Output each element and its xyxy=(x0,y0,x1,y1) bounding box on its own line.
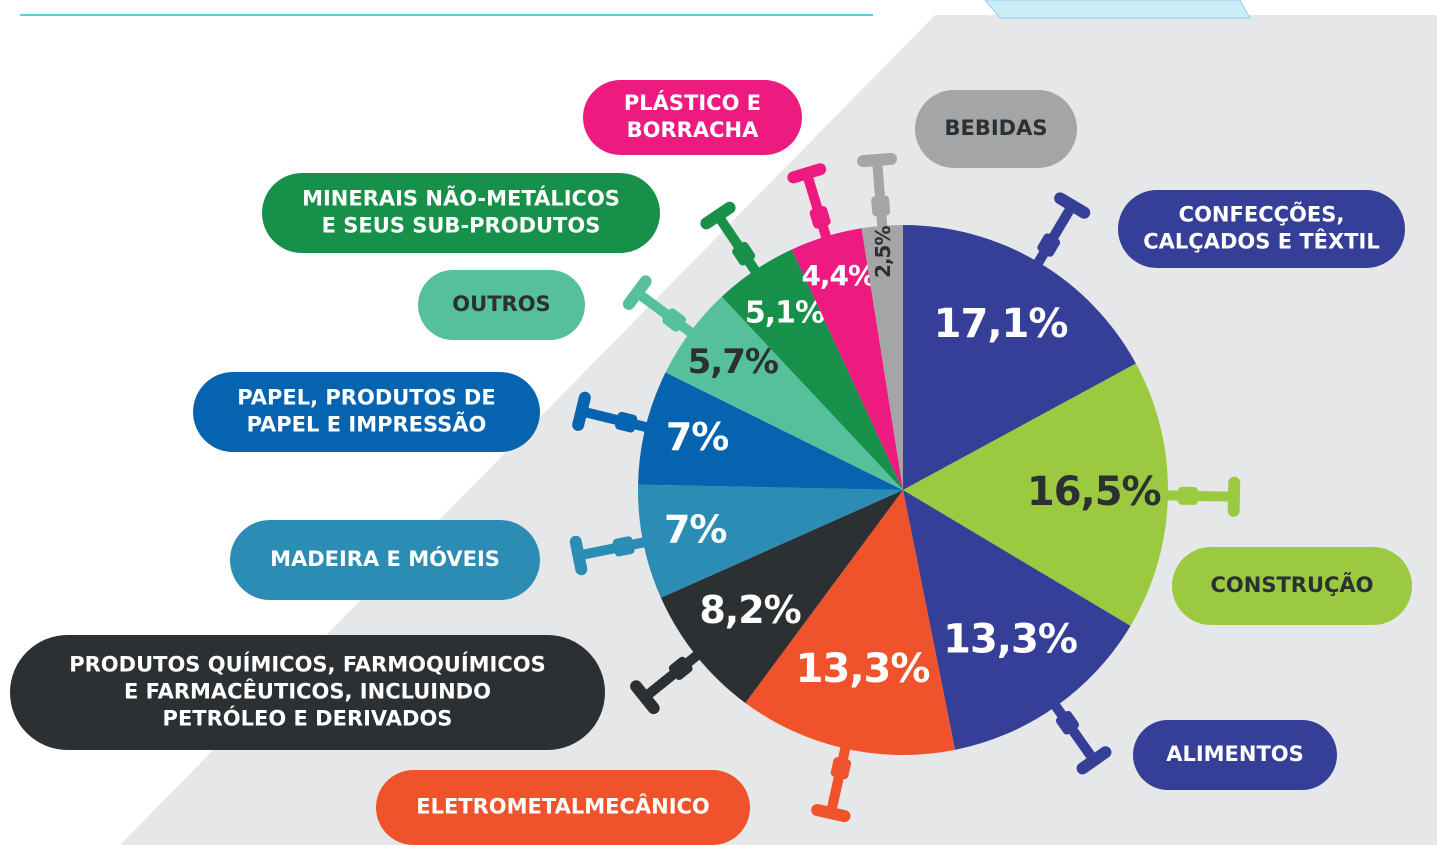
pie: 17,1% 16,5% 13,3% 13,3% 8,2% 7% 7% 5,7% 5,1% 4,4%… xyxy=(638,225,1168,755)
syringe-body xyxy=(1178,487,1198,505)
category-label: OUTROS xyxy=(452,292,550,316)
value-label: 13,3% xyxy=(943,616,1077,662)
value-label: 2,5% xyxy=(871,226,895,278)
category-label: BORRACHA xyxy=(627,118,759,142)
category-label: BEBIDAS xyxy=(945,116,1048,140)
syringe-body xyxy=(871,195,891,216)
value-label: 5,7% xyxy=(688,342,778,382)
category-label: ELETROMETALMECÂNICO xyxy=(416,794,710,819)
value-label: 17,1% xyxy=(934,301,1068,347)
category-label: MINERAIS NÃO-METÁLICOS xyxy=(302,186,620,211)
syringe-plunger xyxy=(1228,477,1241,517)
category-label: PRODUTOS QUÍMICOS, FARMOQUÍMICOS xyxy=(69,652,546,677)
category-label: CONFECÇÕES, xyxy=(1179,202,1345,227)
category-label: MADEIRA E MÓVEIS xyxy=(270,546,500,571)
category-label: PAPEL E IMPRESSÃO xyxy=(247,412,487,437)
category-label: CALÇADOS E TÊXTIL xyxy=(1143,229,1379,254)
category-label: E SEUS SUB-PRODUTOS xyxy=(322,214,601,238)
value-label: 13,3% xyxy=(796,646,930,692)
value-label: 8,2% xyxy=(699,588,800,632)
value-label: 5,1% xyxy=(745,296,825,331)
category-label: ALIMENTOS xyxy=(1166,742,1304,766)
chart: 17,1% 16,5% 13,3% 13,3% 8,2% 7% 7% 5,7% 5,1% 4,4%… xyxy=(0,0,1437,845)
page: 17,1% 16,5% 13,3% 13,3% 8,2% 7% 7% 5,7% 5,1% 4,4%… xyxy=(0,0,1437,845)
decor-shape xyxy=(985,0,1250,18)
value-label: 4,4% xyxy=(801,259,876,292)
category-label: PLÁSTICO E xyxy=(624,90,761,115)
category-label: PAPEL, PRODUTOS DE xyxy=(237,386,495,410)
category-label: PETRÓLEO E DERIVADOS xyxy=(163,706,453,731)
category-label: E FARMACÊUTICOS, INCLUINDO xyxy=(124,679,491,704)
value-label: 7% xyxy=(664,507,727,551)
value-label: 16,5% xyxy=(1027,469,1161,515)
category-label: CONSTRUÇÃO xyxy=(1210,572,1373,597)
value-label: 7% xyxy=(666,415,729,459)
